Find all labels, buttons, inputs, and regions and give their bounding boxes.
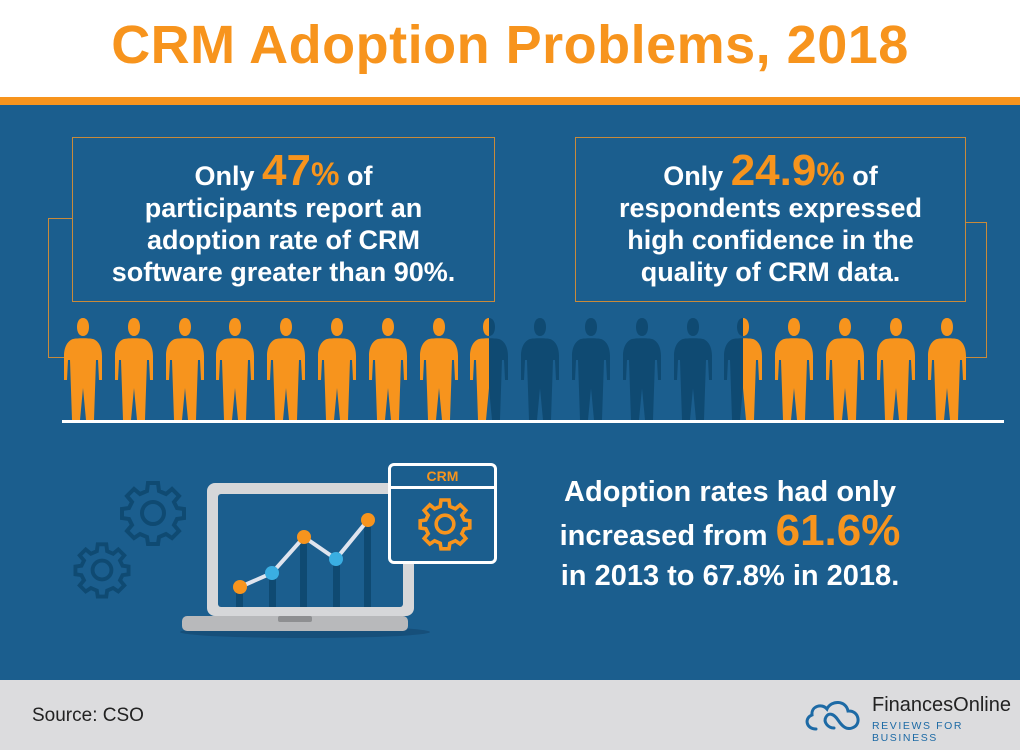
adoption-value: 61.6% [775, 506, 901, 555]
gear-icon [418, 498, 472, 551]
person-icon [215, 318, 255, 421]
right-bracket [966, 222, 987, 358]
stat-box-adoption: Only 47% of participants report an adopt… [72, 137, 495, 302]
stat-value: 47 [262, 145, 311, 195]
stat-text: Only [663, 160, 731, 191]
person-icon [774, 318, 814, 421]
stat-text: 90%. [393, 256, 456, 287]
footer [0, 680, 1020, 750]
adoption-text: Adoption rates had only [564, 476, 896, 508]
person-icon [825, 318, 865, 421]
person-icon [419, 318, 459, 421]
stat-text: respondents expressed [618, 192, 923, 223]
stat-text: of [844, 160, 878, 191]
page-title: CRM Adoption Problems, 2018 [111, 15, 909, 75]
adoption-text: in 2013 to 67.8% in 2018. [560, 560, 900, 592]
stat-text: Only [194, 160, 263, 191]
stat-text: high confidence in the [627, 224, 914, 255]
adoption-text: increased from [559, 520, 776, 552]
title-underline [0, 97, 1020, 105]
stat-text: software greater than [111, 256, 394, 287]
stat-percent: % [311, 155, 340, 192]
adoption-statement: Adoption rates had only increased from 6… [520, 472, 940, 596]
person-icon [723, 318, 763, 421]
stat-text: participants report an [144, 192, 423, 223]
person-icon [876, 318, 916, 421]
person-icon [317, 318, 357, 421]
stat-percent: % [816, 155, 845, 192]
gear-icon [120, 481, 186, 546]
person-icon [520, 318, 560, 421]
person-icon [469, 318, 509, 421]
stat-text: of [339, 160, 373, 191]
gear-icon [73, 542, 131, 599]
stat-text: adoption rate of CRM [147, 224, 420, 255]
person-icon [622, 318, 662, 421]
person-icon [165, 318, 205, 421]
stat-text: quality of CRM data. [640, 256, 901, 287]
cloud-logo-icon [805, 701, 860, 731]
person-icon [266, 318, 306, 421]
laptop-chart-illustration [180, 483, 430, 638]
logo-name: FinancesOnline [872, 694, 1011, 716]
person-icon [63, 318, 103, 421]
person-icon [927, 318, 967, 421]
person-icon [368, 318, 408, 421]
crm-window: CRM [388, 463, 497, 564]
crm-window-title: CRM [391, 466, 494, 489]
source-text: Source: CSO [32, 705, 144, 726]
financesonline-logo: FinancesOnline REVIEWS FOR BUSINESS [800, 692, 1011, 744]
stat-box-confidence: Only 24.9% of respondents expressed high… [575, 137, 966, 302]
logo-tagline: REVIEWS FOR BUSINESS [872, 720, 964, 744]
person-icon [571, 318, 611, 421]
stat-value: 24.9 [730, 145, 817, 195]
person-icon [114, 318, 154, 421]
left-bracket [48, 218, 72, 358]
person-icon [673, 318, 713, 421]
ground-line [62, 420, 1004, 423]
